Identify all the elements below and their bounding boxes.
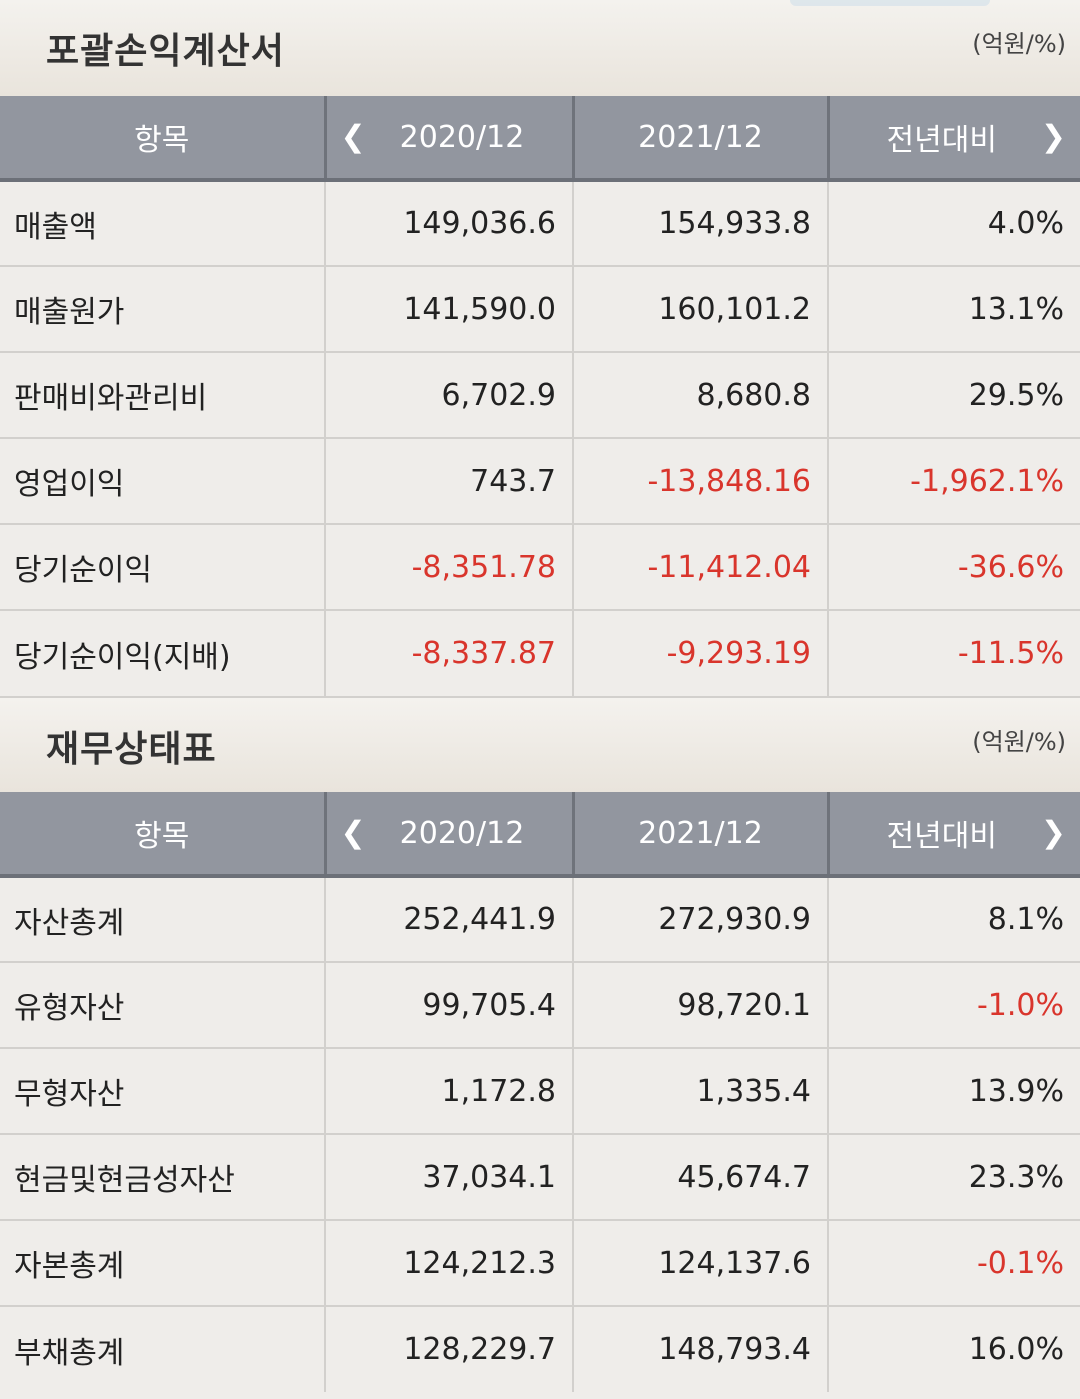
value-2021: 98,720.1 [572,961,828,1048]
value-2021: 45,674.7 [572,1133,828,1220]
header-decoration [790,0,990,6]
row-label: 매출원가 [0,265,325,352]
value-yoy: -36.6% [827,523,1080,610]
value-2021: 272,930.9 [572,876,828,962]
table-row: 영업이익 743.7 -13,848.16 -1,962.1% [0,437,1080,524]
value-2020: -8,351.78 [324,523,573,610]
table-row: 당기순이익 -8,351.78 -11,412.04 -36.6% [0,523,1080,610]
row-label: 영업이익 [0,437,325,524]
balance-sheet-table: 항목 ❮ 2020/12 2021/12 전년대비 ❯ 자산총계 252,441.… [0,792,1080,1392]
column-header-item: 항목 [0,96,325,182]
column-header-2021: 2021/12 [571,792,828,878]
table-row: 무형자산 1,172.8 1,335.4 13.9% [0,1047,1080,1134]
income-statement-table: 항목 ❮ 2020/12 2021/12 전년대비 ❯ 매출액 149,036.6… [0,96,1080,696]
value-2020: 1,172.8 [324,1047,573,1134]
value-yoy: 13.9% [827,1047,1080,1134]
chevron-left-icon[interactable]: ❮ [340,815,366,851]
value-2021: 124,137.6 [572,1219,828,1306]
value-2020: 141,590.0 [324,265,573,352]
value-2020: 37,034.1 [324,1133,573,1220]
table-row: 매출원가 141,590.0 160,101.2 13.1% [0,265,1080,352]
value-2020: 124,212.3 [324,1219,573,1306]
column-header-label: 2020/12 [399,815,525,851]
value-2021: 1,335.4 [572,1047,828,1134]
value-2021: -9,293.19 [572,609,828,696]
value-yoy: -1,962.1% [827,437,1080,524]
table-header-row: 항목 ❮ 2020/12 2021/12 전년대비 ❯ [0,96,1080,182]
row-label: 유형자산 [0,961,325,1048]
column-header-label: 2020/12 [399,119,525,155]
table-row: 당기순이익(지배) -8,337.87 -9,293.19 -11.5% [0,609,1080,696]
value-2021: 148,793.4 [572,1305,828,1392]
row-label: 무형자산 [0,1047,325,1134]
row-label: 당기순이익 [0,523,325,610]
value-yoy: 16.0% [827,1305,1080,1392]
table-row: 자본총계 124,212.3 124,137.6 -0.1% [0,1219,1080,1306]
unit-label: (억원/%) [972,728,1066,756]
column-header-item: 항목 [0,792,325,878]
table-row: 유형자산 99,705.4 98,720.1 -1.0% [0,961,1080,1048]
value-2020: 128,229.7 [324,1305,573,1392]
value-2020: 743.7 [324,437,573,524]
value-yoy: 29.5% [827,351,1080,438]
value-yoy: -0.1% [827,1219,1080,1306]
value-yoy: 8.1% [827,876,1080,962]
unit-label: (억원/%) [972,30,1066,58]
value-yoy: -1.0% [827,961,1080,1048]
table-row: 부채총계 128,229.7 148,793.4 16.0% [0,1305,1080,1392]
value-2021: -11,412.04 [572,523,828,610]
value-yoy: 23.3% [827,1133,1080,1220]
table-row: 현금및현금성자산 37,034.1 45,674.7 23.3% [0,1133,1080,1220]
value-2020: 252,441.9 [324,876,573,962]
balance-sheet-header: 재무상태표 (억원/%) [0,696,1080,792]
row-label: 부채총계 [0,1305,325,1392]
value-2021: -13,848.16 [572,437,828,524]
value-yoy: 4.0% [827,180,1080,266]
value-2020: 99,705.4 [324,961,573,1048]
income-table-body: 매출액 149,036.6 154,933.8 4.0% 매출원가 141,590.0 16… [0,180,1080,696]
value-yoy: 13.1% [827,265,1080,352]
row-label: 당기순이익(지배) [0,609,325,696]
row-label: 판매비와관리비 [0,351,325,438]
chevron-right-icon[interactable]: ❯ [1040,815,1066,851]
value-2020: 149,036.6 [324,180,573,266]
table-row: 매출액 149,036.6 154,933.8 4.0% [0,180,1080,266]
section-title: 재무상태표 [46,729,217,770]
value-2021: 154,933.8 [572,180,828,266]
column-header-yoy: 전년대비 ❯ [826,96,1080,182]
value-2020: -8,337.87 [324,609,573,696]
row-label: 자산총계 [0,876,325,962]
balance-table-body: 자산총계 252,441.9 272,930.9 8.1% 유형자산 99,705.4 98… [0,876,1080,1392]
column-header-label: 전년대비 [886,819,997,854]
chevron-right-icon[interactable]: ❯ [1040,119,1066,155]
value-yoy: -11.5% [827,609,1080,696]
column-header-2021: 2021/12 [571,96,828,182]
value-2021: 160,101.2 [572,265,828,352]
column-header-label: 전년대비 [886,123,997,158]
row-label: 현금및현금성자산 [0,1133,325,1220]
value-2020: 6,702.9 [324,351,573,438]
table-header-row: 항목 ❮ 2020/12 2021/12 전년대비 ❯ [0,792,1080,878]
column-header-2020: ❮ 2020/12 [323,96,573,182]
income-statement-header: 포괄손익계산서 (억원/%) [0,0,1080,96]
row-label: 매출액 [0,180,325,266]
value-2021: 8,680.8 [572,351,828,438]
table-row: 판매비와관리비 6,702.9 8,680.8 29.5% [0,351,1080,438]
table-row: 자산총계 252,441.9 272,930.9 8.1% [0,876,1080,962]
section-title: 포괄손익계산서 [46,31,285,72]
column-header-yoy: 전년대비 ❯ [826,792,1080,878]
row-label: 자본총계 [0,1219,325,1306]
column-header-2020: ❮ 2020/12 [323,792,573,878]
chevron-left-icon[interactable]: ❮ [340,119,366,155]
